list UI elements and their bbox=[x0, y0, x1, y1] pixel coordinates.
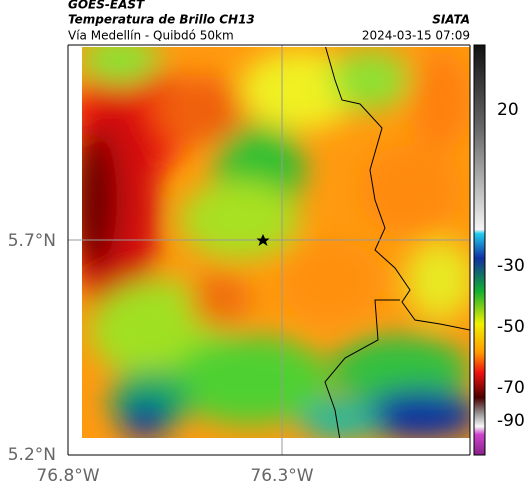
y-label: 5.7°N bbox=[8, 231, 56, 251]
source: SIATA bbox=[432, 13, 470, 27]
title: GOES-EAST bbox=[68, 0, 145, 12]
colorbar-tick-label: -90 bbox=[497, 411, 525, 431]
x-label: 76.3°W bbox=[250, 466, 313, 486]
caption: Vía Medellín - Quibdó 50km bbox=[68, 29, 234, 43]
subtitle: Temperatura de Brillo CH13 bbox=[68, 13, 255, 27]
brightness-field bbox=[82, 47, 470, 438]
colorbar-tick-label: -70 bbox=[497, 378, 525, 398]
y-label: 5.2°N bbox=[8, 445, 56, 465]
timestamp: 2024-03-15 07:09 bbox=[362, 29, 470, 43]
x-label: 76.8°W bbox=[36, 466, 99, 486]
colorbar-tick-label: -30 bbox=[497, 256, 525, 276]
colorbar-tick-label: -50 bbox=[497, 317, 525, 337]
border bbox=[324, 47, 470, 438]
colorbar bbox=[473, 44, 486, 456]
location-marker bbox=[256, 234, 270, 246]
colorbar-tick-label: 20 bbox=[497, 100, 519, 120]
